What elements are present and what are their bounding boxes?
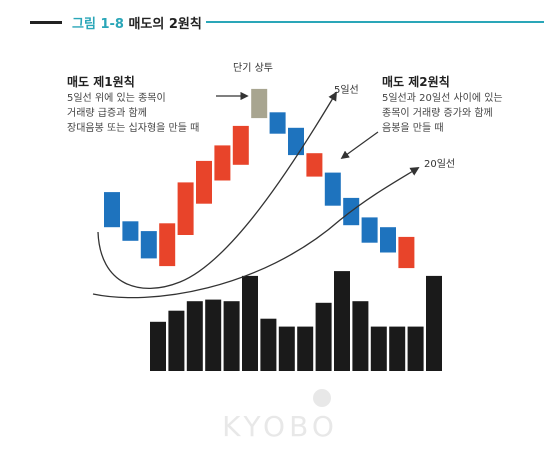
volume-bar-6 — [242, 275, 258, 371]
candle-7-bull — [214, 145, 231, 181]
volume-bar-12 — [352, 301, 369, 371]
rule1-line: 장대음봉 또는 십자형을 만들 때 — [67, 123, 200, 134]
candle-series — [104, 88, 415, 269]
rule1-body: 5일선 위에 있는 종목이 거래량 급증과 함께 장대음봉 또는 십자형을 만들… — [67, 91, 199, 136]
candle-5-bull — [177, 182, 194, 235]
rule2-line: 음봉을 만들 때 — [382, 123, 444, 134]
candle-13-bear — [324, 172, 341, 206]
volume-bar-15 — [407, 326, 424, 371]
figure-number: 그림 1-8 — [72, 16, 124, 32]
rule1-line: 5일선 위에 있는 종목이 — [67, 93, 166, 104]
rule2-line: 종목이 거래량 증가와 함께 — [382, 108, 493, 119]
volume-bar-11 — [334, 271, 350, 371]
figure-title-text: 매도의 2원칙 — [128, 16, 202, 32]
candle-12-bull — [306, 153, 323, 177]
volume-bar-14 — [389, 326, 406, 371]
rule1-line: 거래량 급증과 함께 — [67, 108, 147, 119]
figure-heading: 그림 1-8 매도의 2원칙 — [30, 10, 202, 34]
volume-bar-16 — [426, 275, 442, 371]
heading-dash — [30, 20, 62, 24]
candle-16-bear — [380, 227, 396, 253]
volume-bar-3 — [186, 301, 203, 371]
volume-bar-9 — [297, 326, 314, 371]
rule2-line: 5일선과 20일선 사이에 있는 — [382, 93, 503, 104]
volume-bar-8 — [278, 326, 295, 371]
rule2-arrow — [340, 131, 379, 159]
rule2-heading: 매도 제2원칙 — [382, 75, 450, 89]
ma20-label: 20일선 — [424, 159, 456, 170]
candle-15-bear — [361, 217, 378, 243]
volume-bar-7 — [260, 318, 277, 371]
volume-bar-10 — [315, 302, 332, 371]
heading-rule — [206, 21, 544, 23]
figure-title: 그림 1-8 매도의 2원칙 — [72, 13, 202, 32]
candle-9-doji-top — [251, 88, 268, 119]
candle-6-bull — [196, 160, 212, 204]
candle-4-bull — [159, 223, 176, 267]
volume-bar-5 — [223, 301, 240, 371]
candle-10-bear — [269, 112, 286, 134]
rule2-body: 5일선과 20일선 사이에 있는 종목이 거래량 증가와 함께 음봉을 만들 때 — [382, 91, 503, 136]
ma5-label: 5일선 — [334, 85, 359, 96]
volume-bar-1 — [150, 321, 166, 371]
candle-1-bear — [104, 192, 120, 228]
candle-11-bear — [288, 127, 304, 156]
candle-2-bear — [122, 221, 139, 241]
ma20-curve — [92, 167, 420, 299]
ma5-curve — [97, 91, 337, 290]
watermark-logo-icon — [313, 389, 331, 407]
volume-series — [150, 271, 442, 371]
candle-3-bear — [140, 231, 157, 259]
rule1-heading: 매도 제1원칙 — [67, 75, 135, 89]
watermark: KYOBO — [222, 389, 338, 443]
watermark-text: KYOBO — [222, 410, 338, 443]
candle-17-bull — [398, 236, 415, 269]
volume-bar-4 — [205, 299, 222, 371]
candle-8-bull — [232, 125, 249, 165]
volume-bar-13 — [370, 326, 387, 371]
short-rise-label: 단기 상투 — [233, 63, 273, 74]
volume-bar-2 — [168, 310, 185, 371]
